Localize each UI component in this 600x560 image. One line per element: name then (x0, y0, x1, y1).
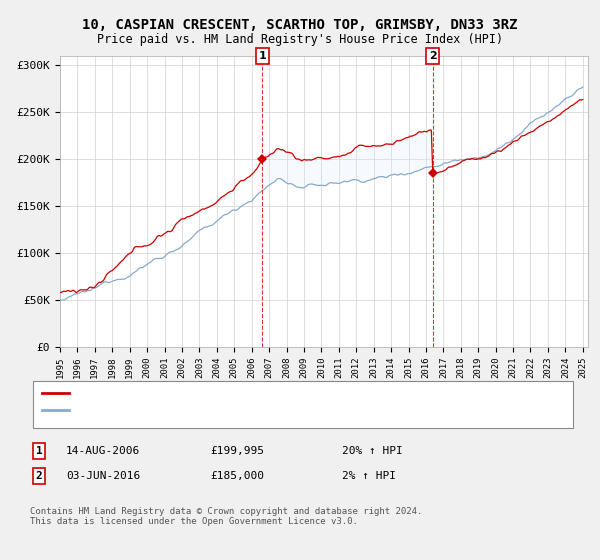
Text: 10, CASPIAN CRESCENT, SCARTHO TOP, GRIMSBY, DN33 3RZ: 10, CASPIAN CRESCENT, SCARTHO TOP, GRIMS… (82, 18, 518, 32)
Text: 10, CASPIAN CRESCENT, SCARTHO TOP, GRIMSBY, DN33 3RZ (detached house): 10, CASPIAN CRESCENT, SCARTHO TOP, GRIMS… (72, 388, 478, 398)
Text: 2: 2 (35, 471, 43, 481)
Text: Contains HM Land Registry data © Crown copyright and database right 2024.
This d: Contains HM Land Registry data © Crown c… (30, 507, 422, 526)
Text: 03-JUN-2016: 03-JUN-2016 (66, 471, 140, 481)
Text: 2: 2 (429, 51, 437, 61)
Text: 14-AUG-2006: 14-AUG-2006 (66, 446, 140, 456)
Text: Price paid vs. HM Land Registry's House Price Index (HPI): Price paid vs. HM Land Registry's House … (97, 32, 503, 46)
Text: 20% ↑ HPI: 20% ↑ HPI (342, 446, 403, 456)
Text: £199,995: £199,995 (210, 446, 264, 456)
Text: 1: 1 (35, 446, 43, 456)
Text: 1: 1 (259, 51, 266, 61)
Text: £185,000: £185,000 (210, 471, 264, 481)
Text: 2% ↑ HPI: 2% ↑ HPI (342, 471, 396, 481)
Text: HPI: Average price, detached house, North East Lincolnshire: HPI: Average price, detached house, Nort… (72, 405, 419, 416)
